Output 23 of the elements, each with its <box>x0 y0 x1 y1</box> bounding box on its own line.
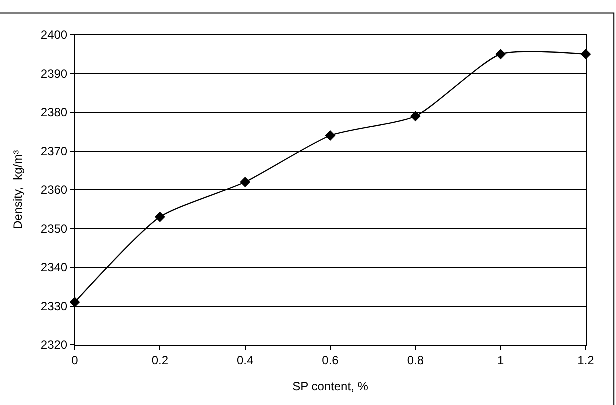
x-tick-label: 0.6 <box>322 353 340 368</box>
y-tick-label: 2350 <box>40 222 68 236</box>
point <box>325 130 336 141</box>
point <box>496 49 506 60</box>
y-tick-label: 2370 <box>40 144 68 158</box>
point <box>154 212 166 222</box>
x-tick-label: 0.8 <box>407 353 424 368</box>
y-tick-label: 2380 <box>40 106 68 120</box>
y-tick-label: 2320 <box>40 338 68 352</box>
x-tick-label: 1.2 <box>578 353 595 368</box>
x-tick-label: 1 <box>497 353 504 368</box>
x-tick-label: 0 <box>72 353 79 368</box>
y-tick-label: 2330 <box>40 299 68 314</box>
x-axis-title: SP content, % <box>292 379 369 394</box>
y-tick-label: 2390 <box>40 66 68 81</box>
x-tick-label: 0.2 <box>152 353 169 368</box>
y-tick-label: 2340 <box>40 260 68 275</box>
y-tick-label: 2400 <box>40 28 68 42</box>
x-tick-label: 0.4 <box>236 353 254 368</box>
y-axis-title: Density, kg/m³ <box>11 150 26 230</box>
point <box>410 111 421 122</box>
point <box>240 177 251 188</box>
y-tick-label: 2360 <box>40 183 68 198</box>
